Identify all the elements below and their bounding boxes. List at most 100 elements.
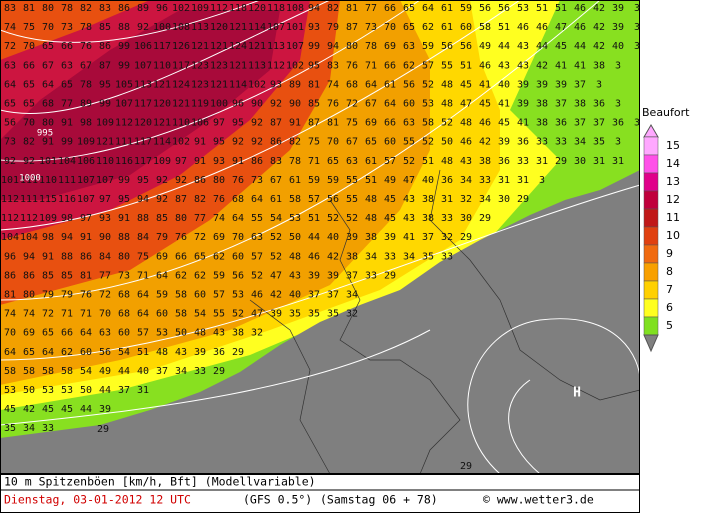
grid-value: 49 <box>384 175 396 186</box>
grid-value: 63 <box>4 60 16 71</box>
grid-value: 120 <box>248 3 266 14</box>
grid-value: 34 <box>346 290 358 301</box>
grid-value: 109 <box>96 118 114 129</box>
grid-value: 65 <box>403 22 415 33</box>
grid-value: 52 <box>327 213 339 224</box>
grid-value: 47 <box>403 175 415 186</box>
grid-value: 42 <box>593 22 605 33</box>
grid-value: 32 <box>251 328 263 339</box>
grid-value: 86 <box>118 3 130 14</box>
isobar <box>0 0 421 162</box>
grid-value: 67 <box>270 175 282 186</box>
grid-value: 76 <box>175 232 187 243</box>
grid-value: 70 <box>99 309 111 320</box>
grid-value: 65 <box>194 251 206 262</box>
legend-swatch <box>643 208 659 228</box>
grid-value: 60 <box>80 347 92 358</box>
grid-value: 70 <box>384 22 396 33</box>
grid-value: 98 <box>80 118 92 129</box>
grid-value: 65 <box>4 99 16 110</box>
grid-value: 115 <box>39 194 57 205</box>
grid-value: 93 <box>308 22 320 33</box>
grid-value: 58 <box>289 194 301 205</box>
grid-value: 46 <box>536 22 548 33</box>
isobar <box>0 0 521 231</box>
grid-value: 76 <box>346 60 358 71</box>
grid-value: 87 <box>270 118 282 129</box>
grid-value: 52 <box>232 309 244 320</box>
grid-value: 92 <box>251 118 263 129</box>
legend-label: 8 <box>666 265 673 278</box>
grid-value: 112 <box>267 60 285 71</box>
grid-value: 57 <box>384 156 396 167</box>
grid-value: 90 <box>289 99 301 110</box>
grid-value: 124 <box>229 41 247 52</box>
grid-value: 51 <box>555 3 567 14</box>
grid-value: 29 <box>479 213 491 224</box>
grid-value: 40 <box>289 290 301 301</box>
grid-value: 104 <box>1 232 19 243</box>
grid-value: 77 <box>194 213 206 224</box>
grid-value: 38 <box>346 251 358 262</box>
grid-value: 95 <box>232 118 244 129</box>
grid-value: 85 <box>308 99 320 110</box>
grid-value: 71 <box>137 270 149 281</box>
grid-value: 79 <box>42 290 54 301</box>
grid-value: 68 <box>118 290 130 301</box>
grid-value: 3 <box>634 3 640 14</box>
grid-value: 83 <box>4 3 16 14</box>
grid-value: 98 <box>61 213 73 224</box>
grid-value: 56 <box>403 79 415 90</box>
grid-value: 104 <box>20 232 38 243</box>
grid-value: 38 <box>536 118 548 129</box>
grid-value: 56 <box>498 3 510 14</box>
grid-value: 43 <box>213 328 225 339</box>
grid-value: 97 <box>213 118 225 129</box>
grid-value: 66 <box>23 60 35 71</box>
grid-value: 46 <box>460 137 472 148</box>
grid-value: 62 <box>403 60 415 71</box>
grid-value: 95 <box>137 175 149 186</box>
grid-value: 121 <box>191 41 209 52</box>
grid-value: 87 <box>175 194 187 205</box>
grid-value: 86 <box>194 175 206 186</box>
grid-value: 44 <box>99 385 111 396</box>
grid-value: 91 <box>232 156 244 167</box>
grid-value: 78 <box>80 79 92 90</box>
grid-value: 97 <box>175 156 187 167</box>
grid-value: 39 <box>99 404 111 415</box>
grid-value: 61 <box>384 79 396 90</box>
grid-value: 55 <box>213 309 225 320</box>
grid-value: 38 <box>422 194 434 205</box>
grid-value: 43 <box>517 60 529 71</box>
grid-value: 64 <box>251 194 263 205</box>
grid-value: 64 <box>80 328 92 339</box>
grid-value: 34 <box>479 194 491 205</box>
grid-value: 67 <box>42 60 54 71</box>
grid-value: 37 <box>308 290 320 301</box>
legend: Beaufort 15 14 13 12 11 10 9 8 7 6 5 <box>642 106 690 353</box>
borders <box>249 169 641 475</box>
grid-value: 98 <box>42 232 54 243</box>
legend-swatch <box>643 244 659 264</box>
grid-value: 33 <box>555 137 567 148</box>
grid-value: 81 <box>327 118 339 129</box>
grid-value: 65 <box>23 79 35 90</box>
grid-value: 92 <box>232 137 244 148</box>
grid-value: 121 <box>248 41 266 52</box>
grid-value: 90 <box>251 99 263 110</box>
grid-value: 33 <box>517 156 529 167</box>
grid-value: 37 <box>327 290 339 301</box>
grid-value: 72 <box>4 41 16 52</box>
grid-value: 69 <box>384 41 396 52</box>
grid-value: 50 <box>289 232 301 243</box>
grid-value: 47 <box>251 309 263 320</box>
legend-label: 11 <box>666 211 680 224</box>
grid-value: 42 <box>327 251 339 262</box>
grid-value: 46 <box>517 22 529 33</box>
grid-value: 44 <box>574 41 586 52</box>
grid-value: 54 <box>194 309 206 320</box>
legend-swatch <box>643 298 659 318</box>
grid-value: 104 <box>58 156 76 167</box>
grid-value: 36 <box>213 347 225 358</box>
